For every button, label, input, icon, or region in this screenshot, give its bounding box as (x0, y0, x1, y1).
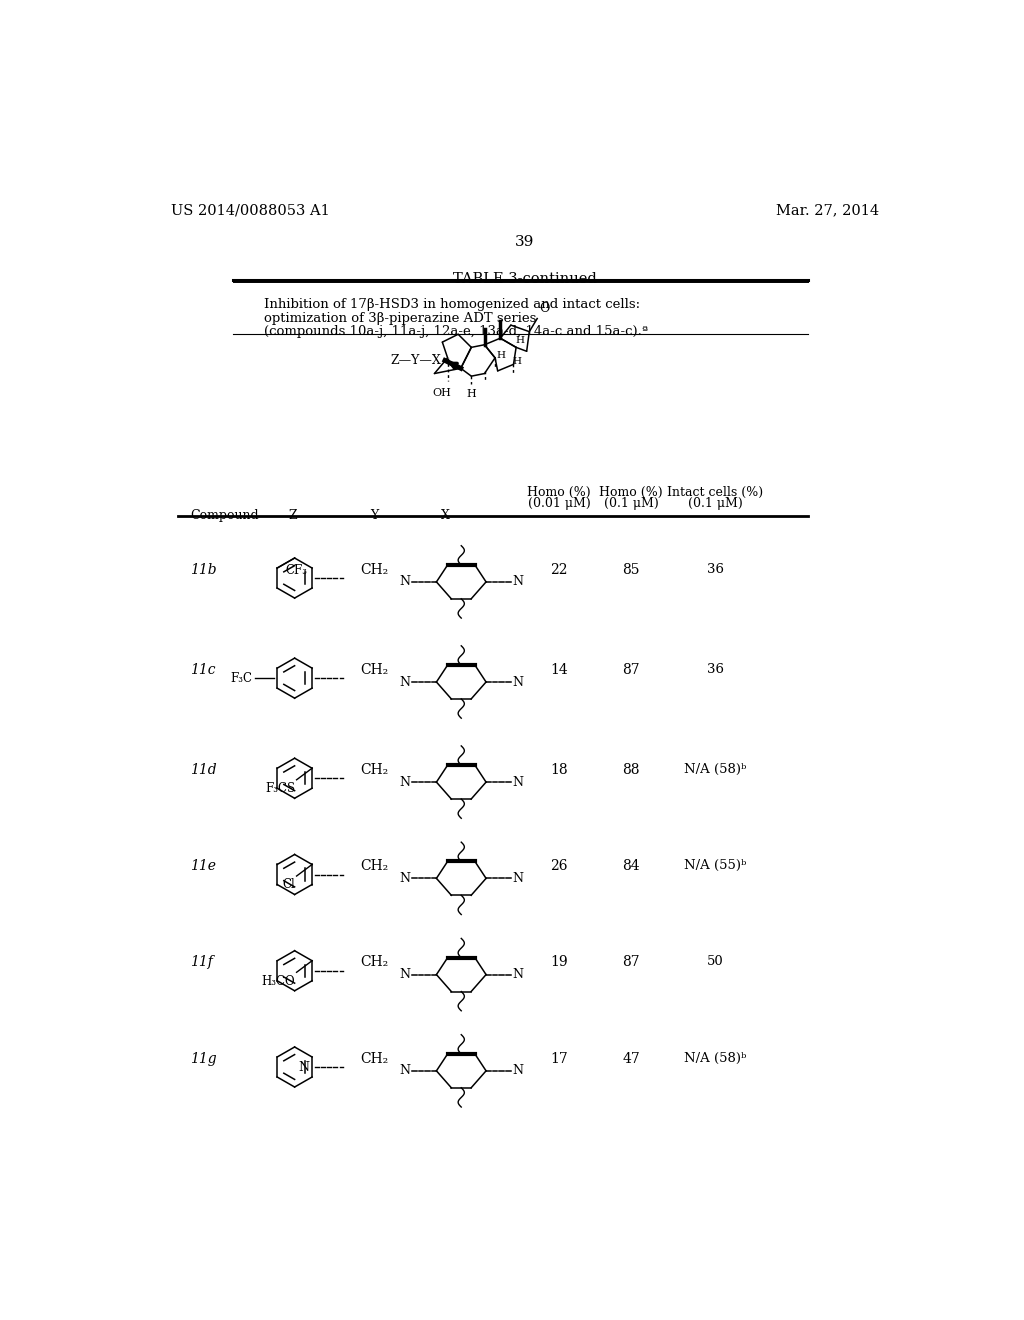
Text: CH₂: CH₂ (360, 1052, 388, 1065)
Text: 11e: 11e (190, 859, 216, 873)
Text: TABLE 3-continued: TABLE 3-continued (453, 272, 597, 286)
Text: N: N (512, 968, 523, 981)
Text: Z—Y—X: Z—Y—X (390, 354, 441, 367)
Text: 36: 36 (707, 562, 724, 576)
Text: N: N (512, 776, 523, 788)
Text: CH₂: CH₂ (360, 562, 388, 577)
Text: N/A (55)ᵇ: N/A (55)ᵇ (684, 859, 746, 873)
Text: 36: 36 (707, 663, 724, 676)
Text: Y: Y (371, 508, 379, 521)
Text: 19: 19 (550, 956, 567, 969)
Text: 18: 18 (550, 763, 567, 777)
Text: N: N (399, 1064, 410, 1077)
Text: CH₂: CH₂ (360, 663, 388, 677)
Text: 14: 14 (550, 663, 567, 677)
Text: 47: 47 (623, 1052, 640, 1065)
Text: CH₂: CH₂ (360, 956, 388, 969)
Text: N: N (399, 676, 410, 689)
Text: Homo (%): Homo (%) (527, 486, 591, 499)
Text: F₃C: F₃C (230, 672, 253, 685)
Text: 39: 39 (515, 235, 535, 249)
Text: N: N (399, 968, 410, 981)
Text: optimization of 3β-piperazine ADT series: optimization of 3β-piperazine ADT series (263, 312, 536, 325)
Text: (0.01 μM): (0.01 μM) (527, 498, 590, 511)
Text: 87: 87 (623, 956, 640, 969)
Text: 11d: 11d (190, 763, 217, 777)
Text: N: N (512, 871, 523, 884)
Text: H: H (515, 337, 524, 346)
Text: 26: 26 (550, 859, 567, 873)
Text: H: H (512, 358, 521, 366)
Text: N: N (298, 1061, 309, 1074)
Text: 87: 87 (623, 663, 640, 677)
Text: H: H (467, 389, 476, 399)
Text: CH₂: CH₂ (360, 859, 388, 873)
Text: Intact cells (%): Intact cells (%) (668, 486, 764, 499)
Text: (0.1 μM): (0.1 μM) (603, 498, 658, 511)
Text: 84: 84 (623, 859, 640, 873)
Text: Mar. 27, 2014: Mar. 27, 2014 (776, 203, 879, 216)
Text: (compounds 10a-j, 11a-j, 12a-e, 13a-d, 14a-c and 15a-c).ª: (compounds 10a-j, 11a-j, 12a-e, 13a-d, 1… (263, 326, 648, 338)
Text: 22: 22 (550, 562, 567, 577)
Text: 17: 17 (550, 1052, 567, 1065)
Text: 11g: 11g (190, 1052, 217, 1065)
Text: US 2014/0088053 A1: US 2014/0088053 A1 (171, 203, 330, 216)
Text: H₃CO: H₃CO (261, 974, 295, 987)
Text: N: N (512, 1064, 523, 1077)
Text: (0.1 μM): (0.1 μM) (688, 498, 742, 511)
Text: X: X (441, 508, 451, 521)
Text: 11f: 11f (190, 956, 213, 969)
Text: N: N (399, 576, 410, 589)
Text: 11b: 11b (190, 562, 217, 577)
Text: 85: 85 (623, 562, 640, 577)
Text: OH: OH (432, 388, 451, 397)
Text: F₃CS: F₃CS (265, 781, 295, 795)
Text: 50: 50 (708, 956, 724, 969)
Text: Compound: Compound (190, 508, 259, 521)
Text: 88: 88 (623, 763, 640, 777)
Text: N: N (512, 576, 523, 589)
Text: Inhibition of 17β-HSD3 in homogenized and intact cells:: Inhibition of 17β-HSD3 in homogenized an… (263, 298, 640, 310)
Text: N: N (512, 676, 523, 689)
Text: CH₂: CH₂ (360, 763, 388, 777)
Text: CF₃: CF₃ (285, 564, 307, 577)
Text: N/A (58)ᵇ: N/A (58)ᵇ (684, 763, 746, 776)
Text: N: N (399, 776, 410, 788)
Text: Homo (%): Homo (%) (599, 486, 663, 499)
Text: 11c: 11c (190, 663, 215, 677)
Text: O: O (539, 302, 549, 315)
Text: N: N (399, 871, 410, 884)
Text: H: H (497, 351, 506, 360)
Text: N/A (58)ᵇ: N/A (58)ᵇ (684, 1052, 746, 1065)
Text: Cl: Cl (283, 878, 295, 891)
Text: Z: Z (289, 508, 297, 521)
